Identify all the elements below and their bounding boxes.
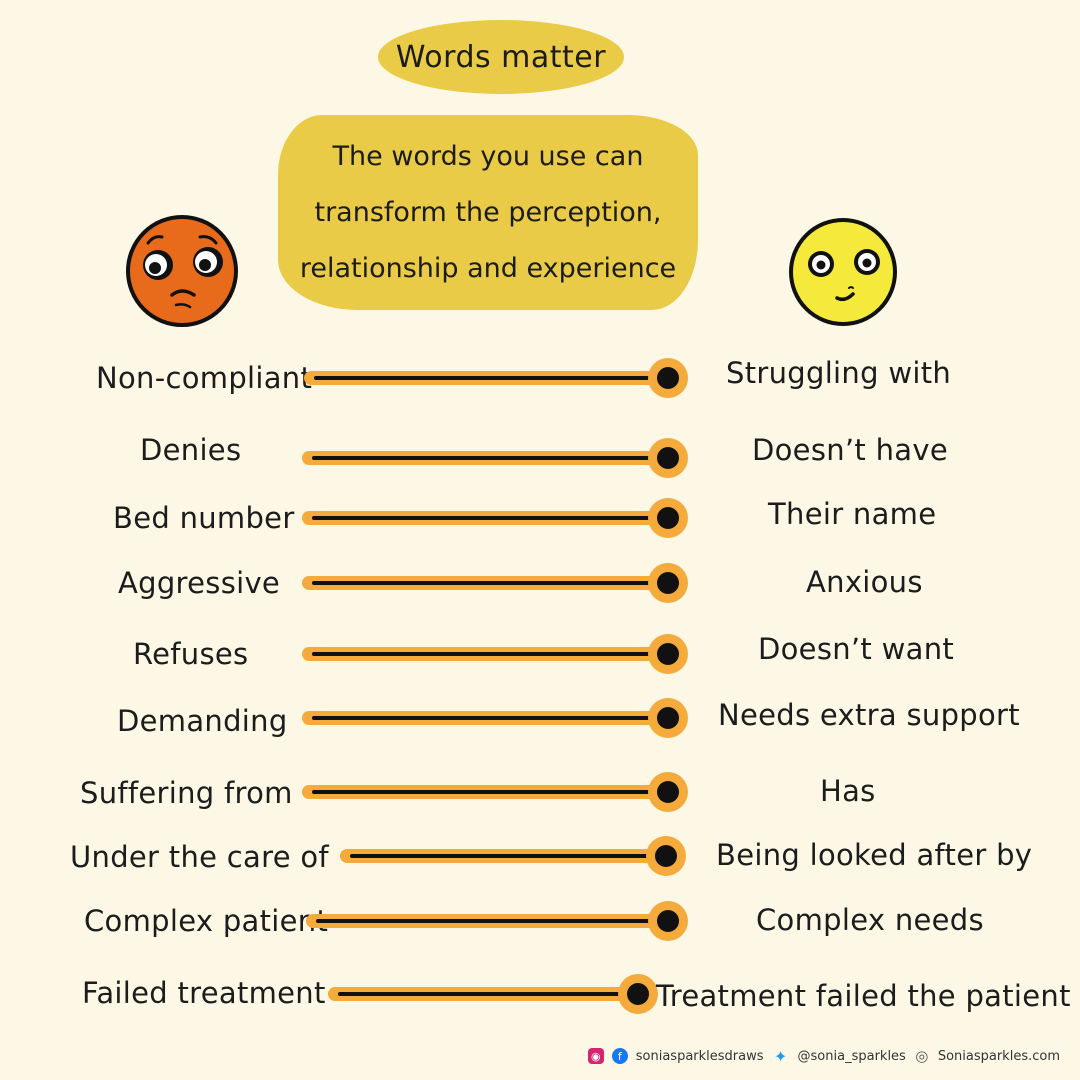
word-row: Suffering from Has [0,762,1080,822]
twitter-icon[interactable]: ✦ [773,1046,788,1066]
negative-term: Bed number [113,501,295,535]
negative-term: Refuses [133,637,249,671]
worried-face-icon [124,213,240,329]
positive-term: Needs extra support [718,698,1020,732]
word-row: Failed treatment Treatment failed the pa… [0,964,1080,1024]
slider-handle[interactable] [648,563,688,603]
positive-term: Treatment failed the patient [656,979,1071,1014]
positive-term: Doesn’t have [752,433,948,467]
transform-slider[interactable] [328,974,658,1014]
transform-slider[interactable] [302,437,688,478]
slider-handle[interactable] [648,498,688,538]
word-row: Denies Doesn’t have [0,423,1080,483]
word-row: Bed number Their name [0,488,1080,548]
positive-term: Anxious [806,564,923,599]
slider-handle[interactable] [648,772,688,812]
negative-term: Under the care of [70,840,329,875]
transform-slider[interactable] [302,498,688,538]
instagram-icon[interactable]: ◉ [587,1048,604,1064]
transform-slider[interactable] [302,563,688,603]
transform-slider[interactable] [306,901,688,941]
slider-handle[interactable] [648,901,688,941]
slider-handle[interactable] [646,836,686,876]
negative-term: Demanding [117,704,288,738]
positive-term: Being looked after by [716,837,1033,872]
transform-slider[interactable] [304,358,688,398]
website-link[interactable]: Soniasparkles.com [937,1048,1060,1064]
negative-term: Complex patient [84,904,329,938]
page-title: Words matter [395,39,607,75]
transform-slider[interactable] [302,698,688,738]
positive-term: Has [820,773,876,808]
slider-handle[interactable] [648,634,688,674]
slider-handle[interactable] [648,437,688,478]
negative-term: Non-compliant [96,361,313,395]
subtitle-blob: The words you use can transform the perc… [278,115,698,310]
positive-term: Doesn’t want [758,632,955,667]
subtitle-line-1: The words you use can [332,140,644,172]
footer-credits: ◉ f soniasparklesdraws ✦ @sonia_sparkles… [587,1046,1060,1066]
slider-handle[interactable] [648,698,688,738]
twitter-handle[interactable]: @sonia_sparkles [797,1048,906,1064]
positive-term: Their name [768,497,937,532]
word-row: Demanding Needs extra support [0,688,1080,748]
slider-handle[interactable] [648,358,688,398]
negative-term: Aggressive [118,566,281,600]
subtitle-line-2: transform the perception, [314,196,662,228]
word-row: Complex patient Complex needs [0,891,1080,951]
transform-slider[interactable] [302,634,688,674]
slider-handle[interactable] [618,974,658,1014]
word-row: Under the care of Being looked after by [0,826,1080,886]
transform-slider[interactable] [302,772,688,812]
word-row: Aggressive Anxious [0,553,1080,613]
instagram-handle[interactable]: soniasparklesdraws [635,1048,764,1064]
word-row: Non-compliant Struggling with [0,348,1080,408]
word-row: Refuses Doesn’t want [0,624,1080,684]
transform-slider[interactable] [340,836,686,876]
negative-term: Suffering from [80,776,293,811]
positive-term: Struggling with [726,356,952,391]
negative-term: Denies [140,433,242,467]
negative-term: Failed treatment [82,975,326,1010]
positive-term: Complex needs [756,902,984,937]
title-blob: Words matter [378,20,624,94]
facebook-icon[interactable]: f [611,1048,628,1064]
content-face-icon [787,216,899,328]
subtitle-line-3: relationship and experience [299,252,677,284]
globe-icon[interactable]: ◎ [915,1047,929,1065]
